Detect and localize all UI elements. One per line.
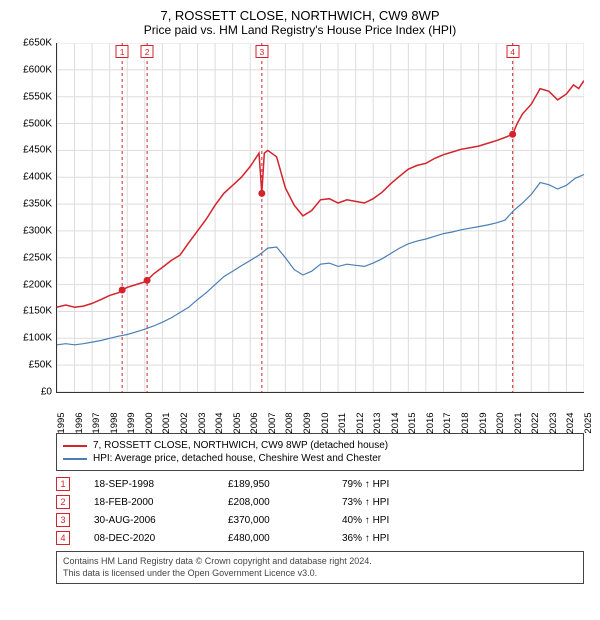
plot-svg <box>57 43 584 392</box>
table-price: £189,950 <box>228 479 318 490</box>
x-tick-label: 2015 <box>407 412 418 433</box>
legend-swatch <box>63 445 87 447</box>
legend-label: HPI: Average price, detached house, Ches… <box>93 453 381 464</box>
x-tick-label: 2002 <box>179 412 190 433</box>
x-tick-label: 2017 <box>442 412 453 433</box>
x-tick-label: 2024 <box>565 412 576 433</box>
table-date: 18-FEB-2000 <box>94 497 204 508</box>
transaction-marker-label: 2 <box>141 45 154 58</box>
table-date: 08-DEC-2020 <box>94 533 204 544</box>
x-tick-label: 2014 <box>390 412 401 433</box>
x-tick-label: 1995 <box>56 412 67 433</box>
table-hpi: 36% ↑ HPI <box>342 533 389 544</box>
table-price: £480,000 <box>228 533 318 544</box>
table-hpi: 73% ↑ HPI <box>342 497 389 508</box>
y-tick-label: £300K <box>23 225 52 236</box>
transaction-marker-point <box>119 287 126 294</box>
x-tick-label: 2019 <box>478 412 489 433</box>
x-tick-label: 2008 <box>284 412 295 433</box>
y-tick-label: £150K <box>23 306 52 317</box>
x-tick-label: 2010 <box>320 412 331 433</box>
y-tick-label: £350K <box>23 199 52 210</box>
x-tick-label: 2001 <box>161 412 172 433</box>
y-tick-label: £50K <box>29 360 52 371</box>
x-tick-label: 2009 <box>302 412 313 433</box>
x-tick-label: 2025 <box>583 412 594 433</box>
table-row: 3 30-AUG-2006 £370,000 40% ↑ HPI <box>56 513 584 527</box>
table-hpi: 79% ↑ HPI <box>342 479 389 490</box>
x-tick-label: 2023 <box>548 412 559 433</box>
x-tick-label: 2020 <box>495 412 506 433</box>
transaction-marker-point <box>258 190 265 197</box>
x-tick-label: 2007 <box>267 412 278 433</box>
table-hpi: 40% ↑ HPI <box>342 515 389 526</box>
x-tick-label: 2011 <box>337 413 348 433</box>
table-date: 18-SEP-1998 <box>94 479 204 490</box>
legend-item: 7, ROSSETT CLOSE, NORTHWICH, CW9 8WP (de… <box>63 440 577 451</box>
table-marker-box: 1 <box>56 477 70 491</box>
chart-subtitle: Price paid vs. HM Land Registry's House … <box>8 23 592 37</box>
x-tick-label: 1998 <box>109 412 120 433</box>
x-tick-label: 2004 <box>214 412 225 433</box>
table-marker-box: 3 <box>56 513 70 527</box>
attribution-line: This data is licensed under the Open Gov… <box>63 568 577 580</box>
transaction-marker-label: 1 <box>116 45 129 58</box>
x-tick-label: 2021 <box>513 412 524 433</box>
transaction-marker-point <box>509 131 516 138</box>
x-tick-label: 2000 <box>144 412 155 433</box>
table-marker-box: 2 <box>56 495 70 509</box>
table-price: £370,000 <box>228 515 318 526</box>
x-tick-label: 2003 <box>197 412 208 433</box>
y-tick-label: £600K <box>23 64 52 75</box>
x-tick-label: 2006 <box>249 412 260 433</box>
table-row: 4 08-DEC-2020 £480,000 36% ↑ HPI <box>56 531 584 545</box>
x-tick-label: 2022 <box>530 412 541 433</box>
y-tick-label: £200K <box>23 279 52 290</box>
x-tick-label: 2018 <box>460 412 471 433</box>
transactions-table: 1 18-SEP-1998 £189,950 79% ↑ HPI 2 18-FEB-200… <box>56 477 584 545</box>
y-tick-label: £500K <box>23 118 52 129</box>
y-tick-label: £650K <box>23 38 52 49</box>
transaction-marker-label: 3 <box>255 45 268 58</box>
chart-area: £0£50K£100K£150K£200K£250K£300K£350K£400… <box>56 43 584 393</box>
x-tick-label: 2012 <box>355 412 366 433</box>
x-tick-label: 1999 <box>126 412 137 433</box>
y-axis-labels: £0£50K£100K£150K£200K£250K£300K£350K£400… <box>10 43 54 393</box>
y-tick-label: £0 <box>41 387 52 398</box>
transaction-marker-label: 4 <box>506 45 519 58</box>
x-tick-label: 1997 <box>91 412 102 433</box>
y-tick-label: £400K <box>23 172 52 183</box>
legend-swatch <box>63 458 87 460</box>
y-tick-label: £250K <box>23 252 52 263</box>
attribution: Contains HM Land Registry data © Crown c… <box>56 551 584 584</box>
table-price: £208,000 <box>228 497 318 508</box>
transaction-marker-point <box>144 277 151 284</box>
x-tick-label: 1996 <box>74 412 85 433</box>
y-tick-label: £450K <box>23 145 52 156</box>
attribution-line: Contains HM Land Registry data © Crown c… <box>63 556 577 568</box>
y-tick-label: £550K <box>23 91 52 102</box>
table-marker-box: 4 <box>56 531 70 545</box>
plot-region: 12 3 4 <box>56 43 584 393</box>
legend-label: 7, ROSSETT CLOSE, NORTHWICH, CW9 8WP (de… <box>93 440 388 451</box>
x-tick-label: 2016 <box>425 412 436 433</box>
table-row: 2 18-FEB-2000 £208,000 73% ↑ HPI <box>56 495 584 509</box>
x-axis-labels: 1995199619971998199920002001200220032004… <box>56 397 584 427</box>
table-date: 30-AUG-2006 <box>94 515 204 526</box>
x-tick-label: 2005 <box>232 412 243 433</box>
legend: 7, ROSSETT CLOSE, NORTHWICH, CW9 8WP (de… <box>56 433 584 471</box>
x-tick-label: 2013 <box>372 412 383 433</box>
y-tick-label: £100K <box>23 333 52 344</box>
table-row: 1 18-SEP-1998 £189,950 79% ↑ HPI <box>56 477 584 491</box>
chart-title: 7, ROSSETT CLOSE, NORTHWICH, CW9 8WP <box>8 8 592 23</box>
legend-item: HPI: Average price, detached house, Ches… <box>63 453 577 464</box>
